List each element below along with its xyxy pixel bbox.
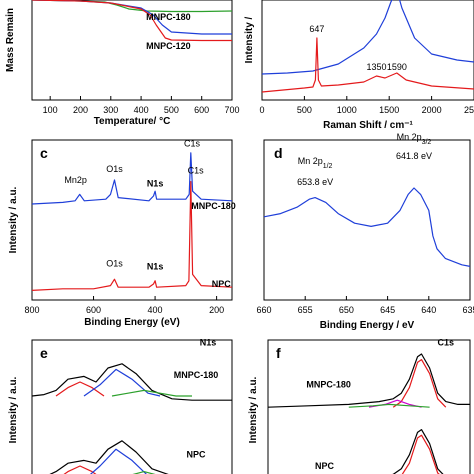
panel-b-series-0 (261, 0, 474, 75)
panel-b-frame (261, 0, 474, 101)
panel-f-series-3 (348, 403, 430, 408)
panel-c-annotation-7: MNPC-180 (191, 201, 236, 211)
panel-a-xtick-label-3: 400 (134, 105, 149, 115)
panel-c-ylabel: Intensity / a.u. (8, 186, 19, 253)
panel-c-annotation-2: N1s (147, 178, 164, 188)
panel-d-xtick-label-3: 645 (380, 305, 395, 315)
panel-c-annotation-1: O1s (106, 164, 123, 174)
panel-b-xtick-label-5: 2500 (464, 105, 474, 115)
panel-c-xtick-label-3: 200 (209, 305, 224, 315)
panel-c-annotation-5: O1s (106, 258, 123, 268)
panel-b-xlabel: Raman Shift / cm⁻¹ (323, 120, 413, 131)
panel-f-series-4 (392, 429, 444, 474)
panel-e-n1s: e N1s MNPC-180 NPC Intensity / a.u. (8, 338, 233, 474)
panel-c-xtick-label-2: 400 (148, 305, 163, 315)
panel-c-xtick-label-1: 600 (86, 305, 101, 315)
panel-d-letter: d (274, 145, 283, 161)
panel-e-annotation-2: NPC (186, 450, 206, 460)
panel-d-frame (263, 139, 471, 301)
panel-d-mn2p: d 660 655 650 645 640 635 Mn 2p1/2 653.8 eV Mn … (256, 132, 474, 331)
panel-c-xlabel: Binding Energy (eV) (84, 317, 180, 328)
panel-a-xlabel: Temperature/ °C (94, 116, 171, 127)
panel-d-xtick-label-0: 660 (256, 305, 271, 315)
panel-c-letter: c (40, 145, 48, 161)
panel-f-annotation-1: MNPC-180 (306, 380, 351, 390)
panel-a-xtick-label-6: 700 (224, 105, 239, 115)
panel-a-series-1 (31, 0, 232, 35)
panel-d-xtick-label-2: 650 (339, 305, 354, 315)
panel-e-ylabel: Intensity / a.u. (8, 376, 19, 443)
panel-d-annotation-1: 653.8 eV (297, 177, 333, 187)
panel-a-xtick-label-2: 300 (103, 105, 118, 115)
panel-b-xtick-label-3: 1500 (379, 105, 399, 115)
panel-a-xtick-label-4: 500 (164, 105, 179, 115)
panel-f-letter: f (276, 345, 281, 361)
panel-c-xps-survey: c 800 600 400 200 Mn2p O1s N1s C1s C1s O1s N1s MNP… (8, 138, 236, 328)
panel-a-series-2 (31, 0, 232, 42)
panel-b-xtick-label-4: 2000 (422, 105, 442, 115)
panel-d-annotation-3: 641.8 eV (396, 151, 432, 161)
panel-c-frame (31, 139, 233, 301)
panel-a-xtick-label-0: 100 (43, 105, 58, 115)
panel-c-annotation-3: C1s (184, 138, 201, 148)
panel-b-series-1 (261, 37, 474, 93)
panel-e-annotation-1: MNPC-180 (174, 370, 219, 380)
panel-c-annotation-4: C1s (188, 166, 205, 176)
panel-b-xtick-label-0: 0 (259, 105, 264, 115)
panel-a-annotation-1: MNPC-120 (146, 41, 191, 51)
panel-c-annotation-6: N1s (147, 262, 164, 272)
panel-c-annotation-0: Mn2p (64, 175, 87, 185)
panel-e-series-3 (111, 389, 192, 397)
panel-e-series-0 (31, 363, 232, 401)
panel-b-annotation-0: 647 (309, 24, 324, 34)
panel-f-frame (267, 339, 471, 474)
panel-f-series-1 (392, 359, 447, 408)
panel-f-series-0 (267, 353, 470, 408)
panel-f-annotation-2: NPC (315, 461, 335, 471)
panel-d-xtick-label-1: 655 (298, 305, 313, 315)
panel-e-series-5 (63, 465, 97, 474)
panel-a-xtick-label-5: 600 (194, 105, 209, 115)
panel-f-annotation-0: C1s (438, 338, 455, 348)
panel-d-series-0 (263, 187, 471, 267)
panel-d-xlabel: Binding Energy / eV (320, 320, 415, 331)
panel-a-xtick-label-1: 200 (73, 105, 88, 115)
panel-c-series-1 (31, 181, 233, 291)
panel-d-annotation-0: Mn 2p1/2 (298, 156, 333, 170)
panel-a-frame (31, 0, 233, 101)
panel-e-series-6 (89, 448, 147, 474)
panel-e-series-1 (55, 381, 105, 397)
panel-e-series-4 (49, 440, 169, 474)
panel-e-letter: e (40, 345, 48, 361)
panel-e-frame (31, 339, 233, 474)
panel-d-xtick-label-5: 635 (462, 305, 474, 315)
panel-d-xtick-label-4: 640 (421, 305, 436, 315)
panel-b-annotation-1: 1350 (366, 62, 386, 72)
panel-d-annotation-2: Mn 2p3/2 (397, 132, 432, 146)
panel-f-c1s: f C1s MNPC-180 NPC Intensity / a.u. (248, 338, 471, 474)
panel-c-annotation-8: NPC (212, 279, 232, 289)
panel-b-xtick-label-1: 500 (297, 105, 312, 115)
panel-e-series-2 (83, 368, 161, 397)
panel-a-ylabel: Mass Remain (5, 8, 16, 72)
panel-a-thermogravimetry: 100 200 300 400 500 600 700 MNPC-180 MNPC-120 T… (5, 0, 240, 127)
panel-c-xtick-label-0: 800 (24, 305, 39, 315)
panel-b-ylabel: Intensity / (244, 16, 255, 63)
panel-f-ylabel: Intensity / a.u. (248, 376, 259, 443)
panel-e-annotation-0: N1s (200, 338, 217, 348)
panel-b-annotation-2: 1590 (387, 62, 407, 72)
panel-a-annotation-0: MNPC-180 (146, 12, 191, 22)
panel-c-series-0 (31, 152, 233, 205)
panel-a-series-0 (31, 0, 233, 13)
panel-b-xtick-label-2: 1000 (337, 105, 357, 115)
